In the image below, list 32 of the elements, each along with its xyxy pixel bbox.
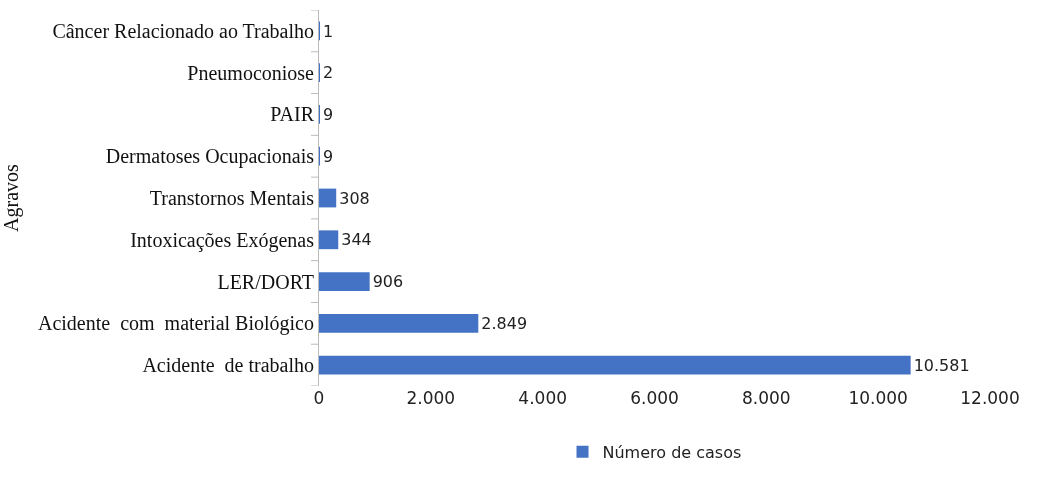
y-tick-label: Pneumoconiose <box>187 61 315 84</box>
legend-label: Número de casos <box>602 443 742 463</box>
x-tick-label: 10.000 <box>848 388 908 408</box>
bar <box>319 230 339 250</box>
data-label: 308 <box>339 188 370 208</box>
bar <box>319 355 911 375</box>
data-label: 9 <box>323 105 334 125</box>
y-axis-title: Agravos <box>0 163 23 232</box>
data-label: 9 <box>323 146 334 166</box>
bar <box>319 188 337 208</box>
y-tick-label: Transtornos Mentais <box>149 187 315 209</box>
y-tick-label: Acidente com material Biológico <box>37 312 314 336</box>
x-tick-label: 4.000 <box>518 388 568 408</box>
x-tick-label: 8.000 <box>741 388 791 408</box>
x-tick-label: 6.000 <box>630 388 679 408</box>
x-tick-label: 2.000 <box>406 388 456 408</box>
x-tick-label: 12.000 <box>960 388 1020 408</box>
y-tick-label: Acidente de trabalho <box>142 354 314 377</box>
data-label: 10.581 <box>913 355 970 375</box>
data-label: 1 <box>323 21 334 41</box>
y-tick-label: Câncer Relacionado ao Trabalho <box>52 19 314 42</box>
data-label: 344 <box>341 230 372 250</box>
y-tick-label: LER/DORT <box>217 270 314 293</box>
data-label: 906 <box>372 272 404 292</box>
data-label: 2.849 <box>481 313 528 333</box>
y-tick-label: Dermatoses Ocupacionais <box>105 145 315 169</box>
data-label: 2 <box>323 63 334 83</box>
bar <box>319 272 370 291</box>
y-tick-label: Intoxicações Exógenas <box>130 228 315 252</box>
y-tick-label: PAIR <box>270 103 315 126</box>
x-tick-label: 0 <box>313 388 325 408</box>
bar <box>319 313 479 333</box>
